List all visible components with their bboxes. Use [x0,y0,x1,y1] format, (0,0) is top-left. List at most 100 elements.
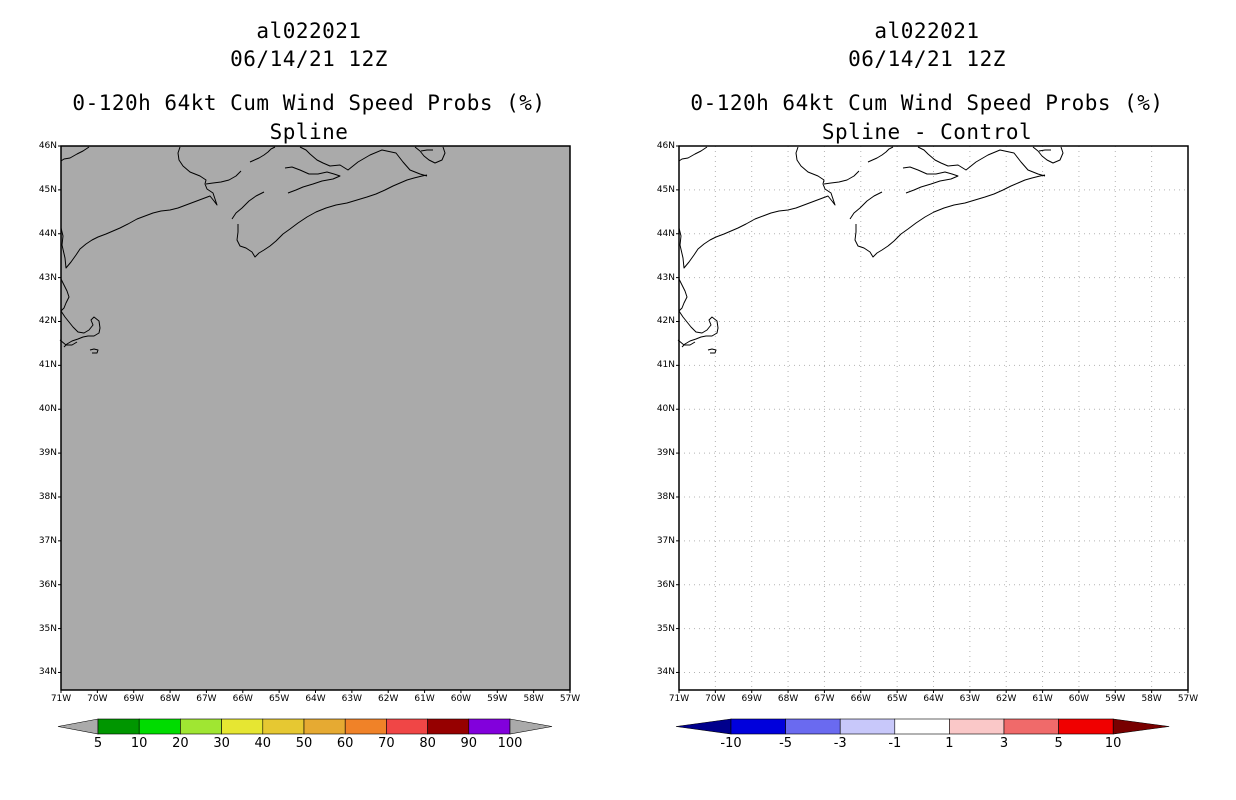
lon-tick-label: 63W [959,694,981,704]
lat-tick-label: 45N [38,184,57,195]
lon-tick-label: 64W [923,694,944,704]
product-title: 0-120h 64kt Cum Wind Speed Probs (%) [690,91,1164,115]
lat-tick-label: 40N [38,404,57,415]
coastline [678,278,688,312]
coastline [707,348,717,354]
colorbar-low-arrow [675,718,732,735]
difference-panel: al022021 06/14/21 12Z 0-120h 64kt Cum Wi… [618,0,1236,800]
colorbar-label: 50 [295,736,313,751]
lat-tick-label: 35N [38,623,57,634]
lon-tick-label: 63W [341,694,363,704]
lat-tick-label: 34N [656,667,675,678]
lat-tick-label: 36N [656,579,675,590]
lat-tick-label: 44N [38,228,57,239]
lat-tick-label: 41N [38,360,57,371]
colorbar-label: 5 [93,736,103,751]
coastline [59,339,78,346]
coastline [854,174,1046,258]
coastline [205,170,242,185]
lon-tick-label: 61W [1032,694,1053,704]
probability-panel: al022021 06/14/21 12Z 0-120h 64kt Cum Wi… [38,19,581,751]
lon-tick-label: 59W [487,694,508,704]
lon-tick-label: 66W [850,694,871,704]
colorbar-label: 100 [497,736,523,751]
colorbar-swatch [1058,718,1114,735]
lon-tick-label: 58W [523,694,544,704]
colorbar-swatch [427,718,470,735]
coastline [414,146,446,164]
colorbar-label: -10 [720,736,742,751]
lon-tick-label: 64W [305,694,326,704]
method-subtitle: Spline - Control [821,120,1033,144]
probability-map [57,145,571,735]
lat-tick-label: 37N [38,535,57,546]
colorbar-label: 70 [378,736,395,751]
colorbar-swatch [386,718,428,735]
colorbar-swatch [785,718,841,735]
axis-ticks [58,145,571,693]
lon-tick-label: 57W [1177,694,1199,704]
lon-tick-label: 68W [777,694,799,704]
coastline [60,310,101,348]
colorbar-swatch [138,718,181,735]
storm-id-title: al022021 [874,19,980,43]
lon-tick-label: 68W [159,694,181,704]
colorbar-label: 1 [945,736,954,751]
lon-tick-label: 65W [886,694,908,704]
colorbar-swatch [221,718,264,735]
graticule [679,146,1188,690]
lon-tick-label: 65W [268,694,290,704]
coastline [420,149,433,152]
coastline [231,191,265,220]
coastline [249,146,276,163]
lon-tick-label: 67W [814,694,835,704]
colorbar-swatch [730,718,786,735]
colorbar-label: -5 [779,736,793,751]
lon-tick-label: 58W [1141,694,1162,704]
coastlines [59,146,446,354]
colorbar-label: 60 [336,736,354,751]
lon-tick-label: 70W [87,694,108,704]
colorbar-swatch [262,718,305,735]
coastline [1032,146,1064,164]
colorbar-label: 80 [419,736,436,751]
lat-tick-label: 37N [656,535,675,546]
colorbar-label: -3 [833,736,847,751]
lon-tick-label: 59W [1105,694,1126,704]
lon-tick-label: 62W [378,694,399,704]
colorbar-high-arrow [1112,718,1170,735]
lat-tick-label: 43N [38,272,57,283]
lat-tick-label: 46N [656,141,675,151]
coastline [60,146,218,269]
coastline [1038,149,1051,152]
lat-tick-label: 42N [38,316,57,327]
colorbar-label: 30 [213,736,230,751]
colorbar-swatch [894,718,950,735]
coastline [678,146,708,162]
method-subtitle: Spline [269,120,349,144]
coastline [236,174,428,258]
colorbar-swatch [468,718,511,735]
lat-tick-label: 41N [656,360,675,371]
coastline [917,146,1046,177]
lat-tick-label: 39N [656,448,675,459]
coastline [823,170,860,185]
product-title: 0-120h 64kt Cum Wind Speed Probs (%) [72,91,546,115]
lon-tick-label: 57W [559,694,581,704]
coastline [902,166,959,194]
coastlines [677,146,1064,354]
colorbar-swatch [1003,718,1059,735]
lon-tick-label: 71W [668,694,690,704]
lon-tick-label: 61W [414,694,435,704]
colorbar-label: 3 [999,736,1009,751]
lon-tick-label: 60W [450,694,472,704]
lon-tick-label: 69W [123,694,144,704]
lat-tick-label: 46N [38,141,57,151]
lat-tick-label: 44N [656,228,675,239]
map-background [679,146,1188,690]
lat-tick-label: 34N [38,667,57,678]
coastline [867,146,894,163]
map-background [61,146,570,690]
difference-map [675,145,1189,735]
colorbar-swatch [839,718,896,735]
